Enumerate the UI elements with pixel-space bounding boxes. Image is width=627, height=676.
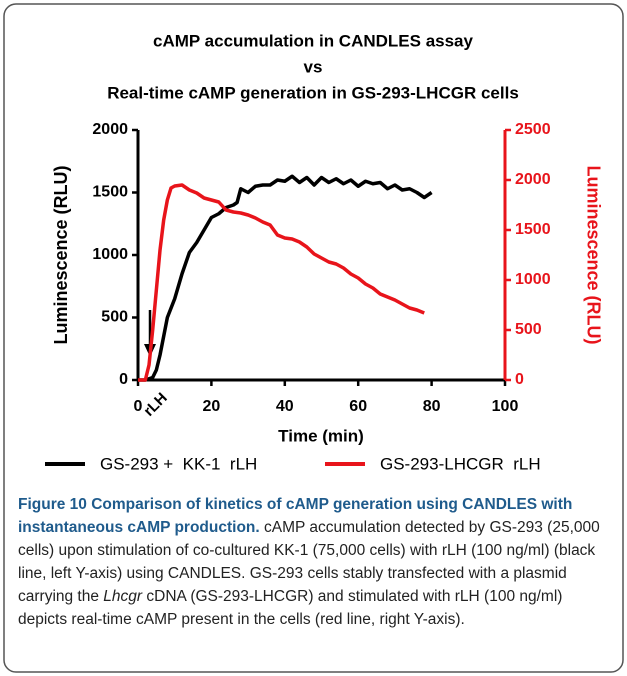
legend-label: GS-293 + KK-1 rLH <box>100 454 257 473</box>
caption-label: Figure 10 <box>18 496 87 513</box>
y2-axis-label: Luminescence (RLU) <box>583 165 603 344</box>
caption-text: cAMP accumulation detected by GS-293 (25… <box>18 519 600 605</box>
y-tick-label: 0 <box>119 371 128 388</box>
x-axis-label: Time (min) <box>278 426 364 445</box>
y2-tick-label: 1500 <box>515 221 551 238</box>
y-tick-label: 1000 <box>92 246 128 263</box>
y-tick-label: 2000 <box>92 121 128 138</box>
y2-tick-label: 2500 <box>515 121 551 138</box>
caption-title: Comparison of kinetics of cAMP generatio… <box>18 496 573 536</box>
y2-tick-label: 1000 <box>515 271 551 288</box>
caption-text: cDNA (GS-293-LHCGR) and stimulated with … <box>18 588 563 628</box>
title-line: cAMP accumulation in CANDLES assay <box>153 31 473 50</box>
annotation: rLH <box>140 389 170 419</box>
x-tick-label: 0 <box>134 398 143 415</box>
series-line <box>138 174 433 382</box>
frame <box>3 3 624 673</box>
caption-italic: Lhcgr <box>103 588 143 605</box>
x-tick-label: 40 <box>276 398 294 415</box>
y2-tick-label: 0 <box>515 371 524 388</box>
title-line: Real-time cAMP generation in GS-293-LHCG… <box>107 83 519 102</box>
x-tick-label: 80 <box>423 398 441 415</box>
y2-tick-label: 500 <box>515 321 542 338</box>
y-tick-label: 1500 <box>92 184 128 201</box>
x-tick-label: 20 <box>203 398 221 415</box>
title-line: vs <box>304 57 323 76</box>
x-tick-label: 100 <box>492 398 519 415</box>
y2-tick-label: 2000 <box>515 171 551 188</box>
series-line <box>138 183 425 382</box>
y-tick-label: 500 <box>101 309 128 326</box>
x-tick-label: 60 <box>349 398 367 415</box>
y-axis-label: Luminescence (RLU) <box>51 165 71 344</box>
caption: Figure 10 Comparison of kinetics of cAMP… <box>18 493 613 631</box>
legend-label: GS-293-LHCGR rLH <box>380 454 541 473</box>
